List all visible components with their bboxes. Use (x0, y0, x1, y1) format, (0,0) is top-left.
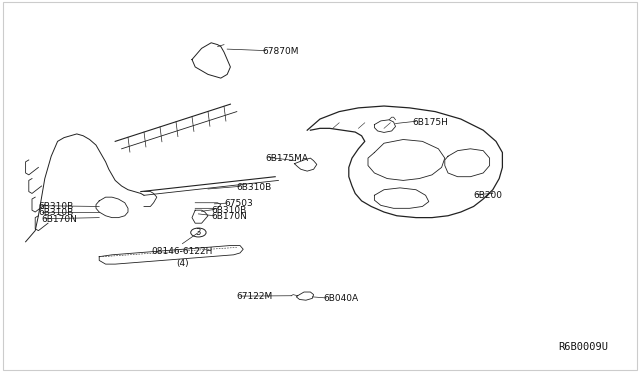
Text: 6B170N: 6B170N (211, 212, 247, 221)
Text: 6B175H: 6B175H (413, 118, 449, 126)
Text: 6B310B: 6B310B (38, 202, 74, 211)
Text: (4): (4) (176, 259, 189, 267)
Text: 3: 3 (196, 228, 201, 237)
Text: 6B175MA: 6B175MA (266, 154, 308, 163)
Text: 6B310B: 6B310B (38, 208, 74, 217)
Text: R6B0009U: R6B0009U (558, 341, 608, 352)
Text: 67122M: 67122M (237, 292, 273, 301)
Text: 6B040A: 6B040A (323, 294, 358, 303)
Text: 6B310B: 6B310B (211, 206, 246, 215)
Text: 67503: 67503 (224, 199, 253, 208)
Text: 6B310B: 6B310B (237, 183, 272, 192)
Text: 67870M: 67870M (262, 47, 299, 56)
Text: 6B200: 6B200 (474, 191, 502, 200)
Text: 6B170N: 6B170N (42, 215, 77, 224)
Text: 08146-6122H: 08146-6122H (152, 247, 213, 256)
